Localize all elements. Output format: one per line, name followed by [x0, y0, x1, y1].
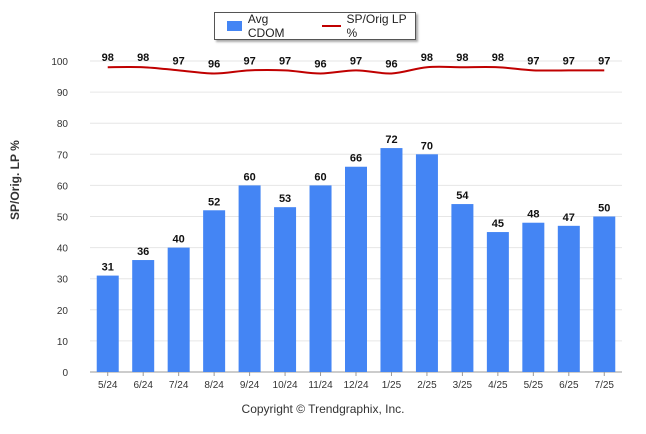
line-value-label: 98 — [456, 52, 468, 64]
bar — [203, 210, 226, 372]
x-tick-label: 10/24 — [273, 380, 298, 391]
bar — [557, 225, 580, 372]
legend-label-sp-orig-lp: SP/Orig LP % — [346, 12, 407, 40]
x-tick-label: 6/25 — [559, 380, 579, 391]
line-value-label: 97 — [598, 55, 610, 67]
bar — [167, 247, 190, 372]
x-tick-label: 7/25 — [595, 380, 615, 391]
bar-value-label: 72 — [385, 134, 397, 146]
bar-value-label: 53 — [279, 193, 291, 205]
bar — [380, 148, 403, 372]
x-tick-label: 7/24 — [169, 380, 189, 391]
y-tick-label: 0 — [62, 368, 68, 379]
bar — [345, 166, 367, 372]
line-value-label: 98 — [421, 52, 433, 64]
bar — [415, 154, 438, 372]
bar-value-label: 54 — [456, 190, 469, 202]
bar — [309, 185, 332, 372]
bar-value-label: 48 — [527, 209, 539, 221]
line-value-label: 96 — [385, 58, 397, 70]
bar — [451, 204, 474, 372]
x-tick-label: 4/25 — [488, 380, 508, 391]
bar-value-label: 45 — [492, 218, 504, 230]
x-tick-label: 2/25 — [417, 380, 437, 391]
bar — [522, 222, 545, 372]
bar — [274, 207, 297, 372]
bar-value-label: 70 — [421, 140, 433, 152]
x-tick-label: 1/25 — [382, 380, 402, 391]
bar-value-label: 60 — [314, 171, 326, 183]
x-tick-label: 12/24 — [343, 380, 368, 391]
line-value-label: 97 — [243, 55, 255, 67]
line-value-label: 97 — [279, 55, 291, 67]
line-value-label: 97 — [173, 55, 185, 67]
bar-value-label: 52 — [208, 196, 220, 208]
bar-value-label: 36 — [137, 246, 149, 258]
x-tick-label: 5/25 — [524, 380, 544, 391]
bar — [96, 275, 119, 372]
bar-value-label: 66 — [350, 153, 362, 165]
y-tick-label: 10 — [57, 337, 69, 348]
y-tick-label: 60 — [57, 181, 69, 192]
bar — [238, 185, 261, 372]
y-tick-label: 100 — [51, 57, 68, 68]
bar-value-label: 31 — [102, 262, 114, 274]
bar — [593, 216, 616, 372]
line-value-label: 97 — [527, 55, 539, 67]
legend: Avg CDOM SP/Orig LP % — [214, 12, 416, 40]
copyright-text: Copyright © Trendgraphix, Inc. — [241, 402, 405, 416]
line-value-label: 97 — [563, 55, 575, 67]
bar-value-label: 60 — [243, 171, 255, 183]
legend-swatch-bar — [227, 21, 242, 31]
line-value-label: 96 — [208, 58, 220, 70]
legend-item-avg-cdom[interactable]: Avg CDOM — [215, 12, 304, 40]
bar — [132, 260, 155, 372]
bar-value-label: 47 — [563, 212, 575, 224]
legend-swatch-line — [322, 25, 341, 27]
line-value-label: 96 — [314, 58, 326, 70]
x-tick-label: 3/25 — [453, 380, 473, 391]
x-tick-label: 11/24 — [308, 380, 333, 391]
bar-value-label: 40 — [173, 234, 185, 246]
bar-value-label: 50 — [598, 203, 610, 215]
line-value-label: 97 — [350, 55, 362, 67]
y-tick-label: 40 — [57, 244, 69, 255]
x-tick-label: 6/24 — [133, 380, 153, 391]
y-tick-label: 20 — [57, 306, 69, 317]
legend-item-sp-orig-lp[interactable]: SP/Orig LP % — [304, 12, 415, 40]
y-tick-label: 80 — [57, 119, 69, 130]
legend-label-avg-cdom: Avg CDOM — [247, 12, 285, 40]
line-value-label: 98 — [137, 52, 149, 64]
line-series-sp-orig-lp — [107, 65, 605, 75]
y-tick-label: 70 — [57, 150, 69, 161]
y-tick-label: 30 — [57, 275, 69, 286]
x-tick-label: 8/24 — [204, 380, 224, 391]
x-tick-label: 9/24 — [240, 380, 260, 391]
bar — [486, 232, 509, 372]
y-tick-label: 90 — [57, 88, 69, 99]
x-tick-label: 5/24 — [98, 380, 118, 391]
line-value-label: 98 — [492, 52, 504, 64]
line-value-label: 98 — [102, 52, 114, 64]
y-tick-label: 50 — [57, 213, 69, 224]
